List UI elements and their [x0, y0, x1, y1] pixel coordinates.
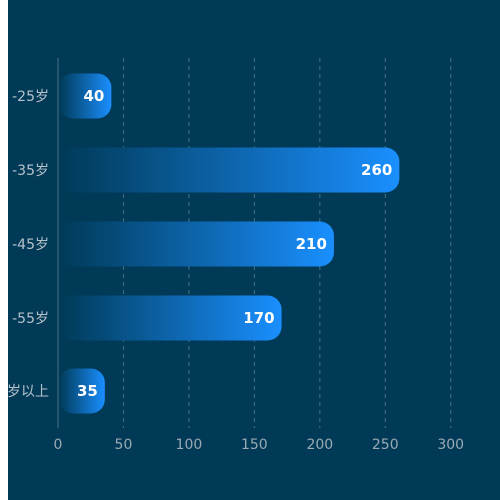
x-tick-label: 0 — [54, 437, 63, 453]
bar-value-label: 210 — [296, 235, 327, 253]
bar-value-label: 35 — [77, 382, 98, 400]
bar-value-label: 260 — [361, 161, 392, 179]
bar — [59, 147, 400, 193]
bars — [59, 73, 400, 414]
y-category-label: -25岁 — [12, 89, 49, 105]
x-tick-label: 200 — [306, 437, 333, 453]
x-tick-label: 250 — [372, 437, 399, 453]
x-tick-label: 300 — [437, 437, 464, 453]
x-tick-label: 100 — [176, 437, 203, 453]
x-axis-labels: 0 50 100 150 200 250 300 — [54, 437, 465, 453]
bar — [59, 295, 282, 341]
y-category-label: 岁以上 — [7, 384, 49, 400]
bar — [59, 368, 105, 414]
x-tick-label: 150 — [241, 437, 268, 453]
bar-value-label: 40 — [83, 87, 104, 105]
bar — [59, 221, 334, 267]
bar — [59, 73, 112, 119]
bar-value-label: 170 — [243, 309, 274, 327]
bar-value-labels: 40 260 210 170 35 — [77, 87, 392, 400]
y-category-label: -55岁 — [12, 311, 49, 327]
y-category-label: -45岁 — [12, 237, 49, 253]
y-category-label: -35岁 — [12, 163, 49, 179]
x-tick-label: 50 — [115, 437, 133, 453]
